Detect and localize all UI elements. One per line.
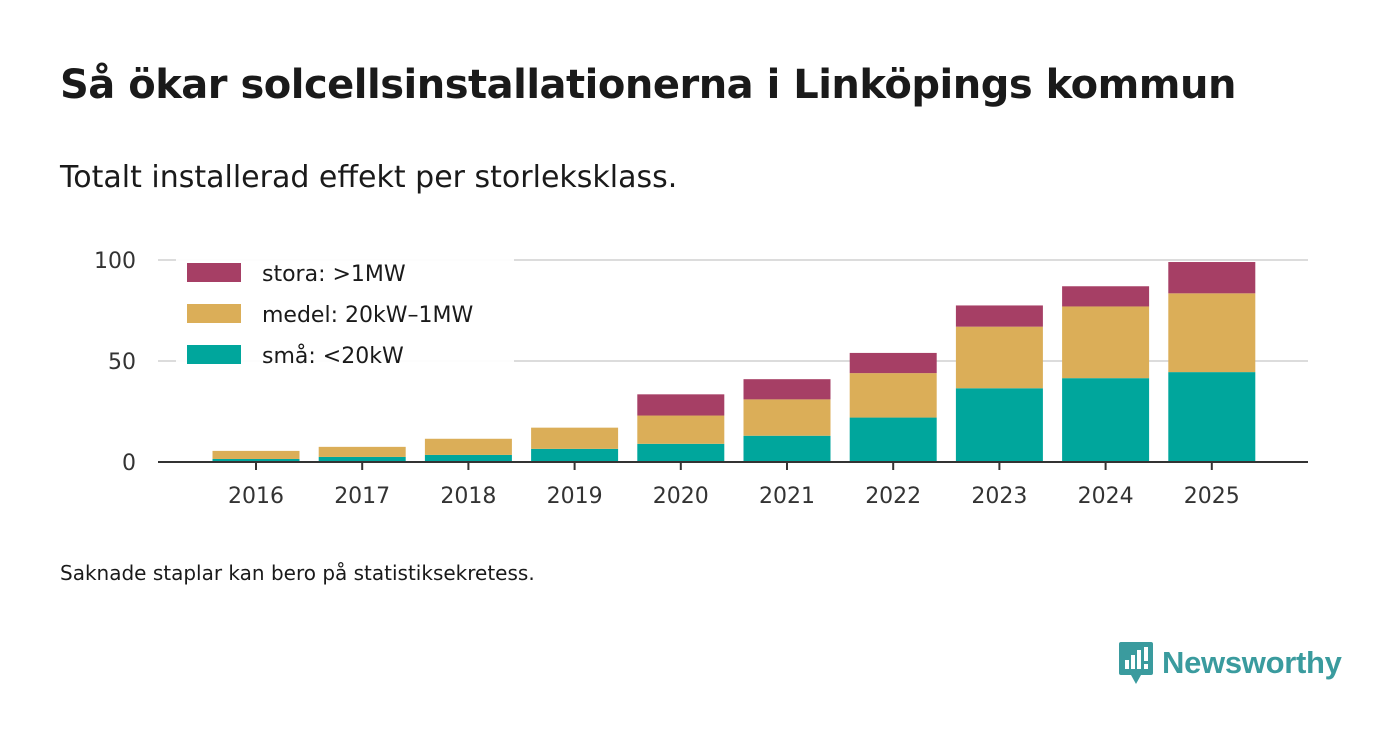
bar-2024-series-0 <box>1062 378 1150 462</box>
bar-2022-series-2 <box>849 352 937 374</box>
footnote: Saknade staplar kan bero på statistiksek… <box>60 561 535 585</box>
bar-2019-series-1 <box>531 427 619 449</box>
legend-swatch <box>187 304 241 323</box>
legend-label: små: <20kW <box>262 343 404 369</box>
bar-2024-series-1 <box>1062 306 1150 379</box>
brand-logo: Newsworthy <box>1118 640 1342 686</box>
chart-title: Så ökar solcellsinstallationerna i Linkö… <box>60 62 1236 108</box>
bar-2020-series-1 <box>637 415 725 444</box>
bar-2020-series-2 <box>637 394 725 416</box>
bar-2025-series-1 <box>1168 293 1256 373</box>
y-tick-label: 0 <box>122 451 136 476</box>
bar-2023-series-1 <box>955 326 1043 389</box>
chart-subtitle: Totalt installerad effekt per storlekskl… <box>60 160 678 195</box>
bar-2016-series-1 <box>212 450 300 459</box>
bar-2021-series-0 <box>743 435 831 462</box>
legend-swatch <box>187 345 241 364</box>
bar-2025-series-0 <box>1168 372 1256 462</box>
bar-2020-series-0 <box>637 443 725 462</box>
x-tick-label: 2016 <box>228 484 284 509</box>
y-tick-label: 100 <box>94 249 136 274</box>
x-tick-label: 2021 <box>759 484 815 509</box>
bar-2017-series-1 <box>318 446 406 457</box>
y-tick-label: 50 <box>108 350 136 375</box>
bar-2024-series-2 <box>1062 286 1150 307</box>
x-tick-label: 2020 <box>653 484 709 509</box>
bar-2019-series-0 <box>531 448 619 462</box>
bar-2016-series-0 <box>212 458 300 462</box>
legend: stora: >1MW medel: 20kW–1MW små: <20kW <box>176 255 514 372</box>
brand-name: Newsworthy <box>1162 645 1342 680</box>
newsworthy-logo-icon <box>1119 642 1153 684</box>
bar-2021-series-1 <box>743 399 831 436</box>
axis-layer: 0 50 100 2016 2017 2018 2019 2020 2021 2022 2023 20… <box>94 249 1308 509</box>
legend-label: stora: >1MW <box>262 262 406 287</box>
bar-2023-series-0 <box>955 388 1043 462</box>
bar-2022-series-1 <box>849 373 937 418</box>
bar-2021-series-2 <box>743 379 831 400</box>
bar-2025-series-2 <box>1168 262 1256 294</box>
x-tick-label: 2025 <box>1184 484 1240 509</box>
x-tick-label: 2019 <box>547 484 603 509</box>
x-tick-label: 2022 <box>865 484 921 509</box>
x-tick-label: 2017 <box>334 484 390 509</box>
legend-label: medel: 20kW–1MW <box>262 303 473 328</box>
x-tick-label: 2024 <box>1078 484 1134 509</box>
bars-layer <box>212 262 1256 462</box>
legend-swatch <box>187 263 241 282</box>
x-tick-label: 2023 <box>971 484 1027 509</box>
bar-2022-series-0 <box>849 417 937 462</box>
bar-2018-series-0 <box>424 454 512 462</box>
bar-2017-series-0 <box>318 456 406 462</box>
bar-2023-series-2 <box>955 305 1043 327</box>
bar-2018-series-1 <box>424 438 512 455</box>
x-tick-label: 2018 <box>440 484 496 509</box>
